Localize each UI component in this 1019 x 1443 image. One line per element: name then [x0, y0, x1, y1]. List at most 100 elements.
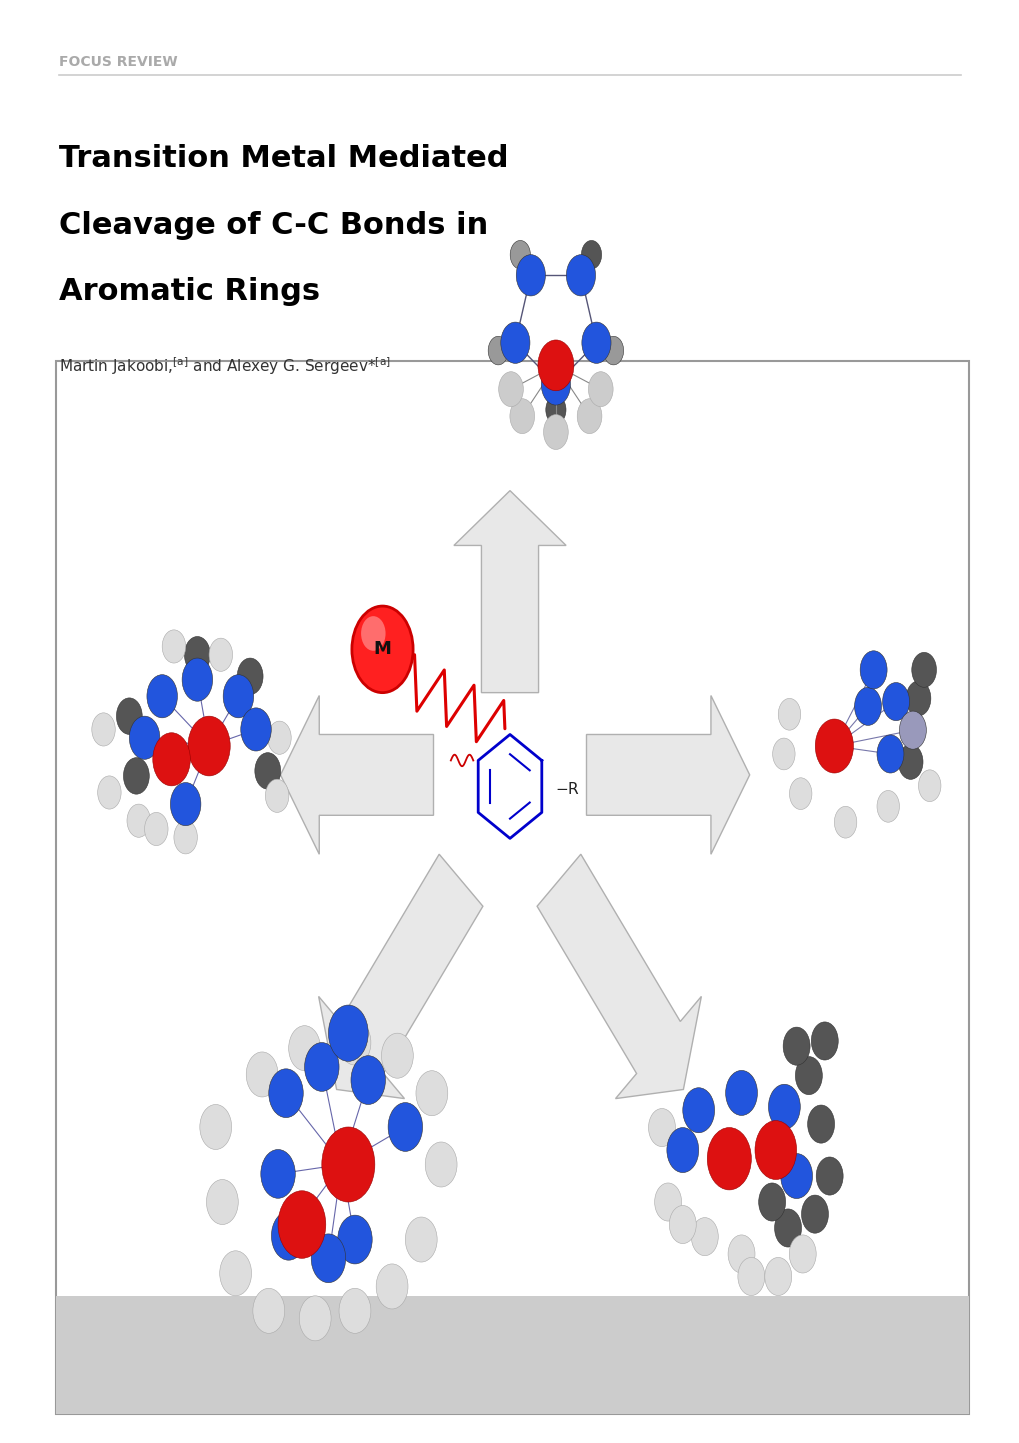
Circle shape [123, 758, 149, 794]
Circle shape [338, 1020, 371, 1065]
Circle shape [174, 821, 198, 854]
Circle shape [253, 1289, 284, 1333]
Circle shape [795, 1056, 821, 1095]
Circle shape [271, 1212, 306, 1260]
Circle shape [789, 778, 811, 810]
Circle shape [92, 713, 115, 746]
Circle shape [311, 1234, 345, 1283]
Text: Cleavage of C-C Bonds in: Cleavage of C-C Bonds in [59, 211, 488, 240]
Circle shape [854, 687, 880, 726]
Circle shape [265, 779, 288, 812]
Circle shape [814, 719, 853, 773]
Circle shape [500, 322, 530, 364]
Circle shape [425, 1141, 457, 1188]
Circle shape [577, 398, 601, 434]
Circle shape [510, 241, 530, 268]
Circle shape [416, 1071, 447, 1115]
Circle shape [516, 254, 545, 296]
Circle shape [737, 1257, 764, 1296]
Text: $-$R: $-$R [554, 781, 580, 798]
Circle shape [237, 658, 263, 694]
Circle shape [206, 1179, 238, 1225]
Circle shape [581, 241, 601, 268]
Circle shape [767, 1084, 800, 1130]
Text: Martin Jakoobi,$^{\mathregular{[a]}}$ and Alexey G. Sergeev*$^{\mathregular{[a]}: Martin Jakoobi,$^{\mathregular{[a]}}$ an… [59, 355, 390, 377]
Circle shape [219, 1251, 252, 1296]
Circle shape [691, 1218, 717, 1255]
Circle shape [876, 734, 903, 773]
Circle shape [127, 804, 151, 837]
Circle shape [807, 1105, 834, 1143]
Polygon shape [537, 854, 701, 1098]
Text: M: M [373, 641, 391, 658]
Circle shape [603, 336, 623, 365]
Circle shape [810, 1022, 838, 1061]
Circle shape [322, 1127, 375, 1202]
Circle shape [498, 372, 523, 407]
Circle shape [588, 372, 612, 407]
Circle shape [305, 1042, 338, 1091]
Circle shape [200, 1104, 231, 1150]
Circle shape [246, 1052, 278, 1097]
Circle shape [488, 336, 507, 365]
Circle shape [764, 1257, 791, 1296]
Circle shape [754, 1121, 796, 1179]
Circle shape [566, 254, 595, 296]
Circle shape [147, 675, 177, 717]
Circle shape [510, 398, 534, 434]
Circle shape [834, 807, 856, 838]
Circle shape [777, 698, 800, 730]
Circle shape [728, 1235, 754, 1273]
Circle shape [815, 1157, 843, 1195]
Circle shape [881, 683, 909, 720]
Circle shape [376, 1264, 408, 1309]
Circle shape [543, 414, 568, 450]
Polygon shape [453, 491, 566, 693]
Circle shape [783, 1027, 809, 1065]
Circle shape [541, 364, 570, 405]
Circle shape [361, 616, 385, 651]
Circle shape [268, 1069, 303, 1117]
Circle shape [898, 745, 922, 779]
Polygon shape [586, 696, 749, 854]
Circle shape [288, 1026, 320, 1071]
Circle shape [184, 636, 210, 672]
Circle shape [182, 658, 212, 701]
Circle shape [682, 1088, 714, 1133]
Circle shape [772, 737, 795, 771]
Polygon shape [318, 854, 482, 1098]
Circle shape [351, 1056, 385, 1104]
Circle shape [405, 1216, 437, 1263]
Circle shape [911, 652, 935, 687]
Circle shape [278, 1190, 325, 1258]
Circle shape [352, 606, 413, 693]
Circle shape [209, 638, 232, 671]
Circle shape [268, 722, 291, 755]
Text: FOCUS REVIEW: FOCUS REVIEW [59, 55, 177, 69]
Circle shape [299, 1296, 331, 1341]
Circle shape [899, 711, 925, 749]
Circle shape [223, 675, 254, 717]
Circle shape [905, 681, 930, 716]
Text: Aromatic Rings: Aromatic Rings [59, 277, 320, 306]
Circle shape [648, 1108, 675, 1147]
Circle shape [98, 776, 121, 810]
Circle shape [668, 1205, 696, 1244]
Circle shape [780, 1153, 812, 1199]
Circle shape [789, 1235, 815, 1273]
Circle shape [537, 341, 574, 391]
Circle shape [918, 769, 941, 802]
Circle shape [801, 1195, 827, 1234]
Circle shape [129, 716, 160, 759]
Circle shape [758, 1183, 785, 1221]
Circle shape [654, 1183, 681, 1221]
Circle shape [240, 709, 271, 750]
Circle shape [706, 1127, 751, 1190]
Text: Transition Metal Mediated: Transition Metal Mediated [59, 144, 508, 173]
Circle shape [666, 1127, 698, 1173]
Circle shape [261, 1150, 296, 1198]
Circle shape [170, 782, 201, 825]
Polygon shape [280, 696, 433, 854]
Circle shape [255, 753, 280, 789]
Circle shape [162, 629, 185, 664]
